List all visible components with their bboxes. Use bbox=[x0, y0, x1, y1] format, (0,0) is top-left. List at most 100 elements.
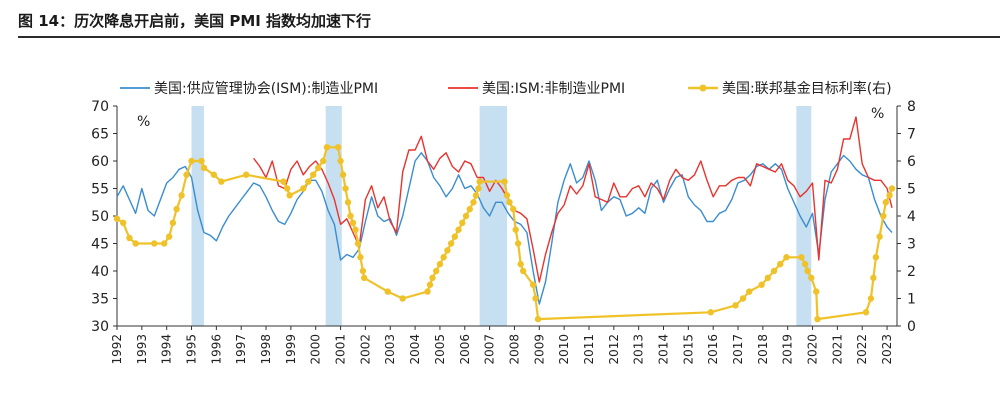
fed-funds-rate-point-89 bbox=[882, 199, 890, 206]
fed-funds-rate-point-22 bbox=[310, 171, 317, 178]
x-tick-label-1992: 1992 bbox=[110, 334, 124, 365]
fed-funds-rate-point-15 bbox=[218, 178, 225, 185]
x-tick-label-1999: 1999 bbox=[284, 334, 298, 365]
right-tick-label-6: 6 bbox=[907, 154, 916, 170]
fed-funds-rate-point-21 bbox=[305, 178, 312, 185]
right-tick-label-8: 8 bbox=[907, 99, 916, 115]
right-tick-label-5: 5 bbox=[907, 182, 916, 198]
x-tick-label-2003: 2003 bbox=[383, 334, 397, 365]
fed-funds-rate-point-38 bbox=[384, 288, 391, 295]
fed-funds-rate-point-48 bbox=[451, 233, 459, 240]
fed-funds-rate-point-70 bbox=[739, 295, 747, 302]
x-tick-label-2018: 2018 bbox=[756, 334, 770, 365]
fed-funds-rate-point-77 bbox=[798, 254, 805, 261]
fed-funds-rate-point-25 bbox=[323, 144, 331, 151]
fed-funds-rate-point-17 bbox=[280, 178, 287, 185]
fed-funds-rate-point-39 bbox=[399, 295, 406, 302]
ism-manufacturing-pmi-line bbox=[116, 152, 893, 305]
x-tick-label-2014: 2014 bbox=[656, 334, 670, 365]
fed-funds-rate-point-33 bbox=[352, 226, 359, 233]
x-tick-label-2020: 2020 bbox=[806, 334, 820, 365]
fed-funds-rate-point-13 bbox=[200, 164, 208, 172]
fed-funds-rate-point-6 bbox=[165, 233, 173, 240]
x-tick-label-2013: 2013 bbox=[632, 334, 646, 365]
x-tick-label-2012: 2012 bbox=[607, 334, 621, 365]
figure-title: 图 14：历次降息开启前，美国 PMI 指数均加速下行 bbox=[18, 12, 372, 30]
fed-funds-rate-point-47 bbox=[447, 240, 455, 247]
fed-funds-rate-point-61 bbox=[512, 226, 519, 233]
x-tick-label-2009: 2009 bbox=[532, 334, 546, 365]
figure-header: 图 14：历次降息开启前，美国 PMI 指数均加速下行 bbox=[0, 0, 1000, 40]
fed-funds-rate-point-24 bbox=[319, 157, 327, 165]
left-tick-label-30: 30 bbox=[91, 319, 109, 335]
x-tick-label-2021: 2021 bbox=[830, 334, 844, 365]
x-tick-label-2006: 2006 bbox=[458, 334, 472, 365]
fed-funds-rate-point-58 bbox=[503, 192, 511, 199]
fed-funds-rate-point-20 bbox=[300, 185, 307, 192]
fed-funds-rate-point-90 bbox=[886, 192, 893, 199]
fed-funds-rate-point-57 bbox=[501, 178, 508, 185]
fed-funds-rate-point-28 bbox=[339, 171, 347, 178]
x-tick-label-2010: 2010 bbox=[557, 334, 571, 365]
fed-funds-rate-point-84 bbox=[867, 295, 875, 302]
left-tick-label-60: 60 bbox=[91, 154, 109, 170]
shaded-period-3 bbox=[796, 106, 812, 326]
x-tick-label-1993: 1993 bbox=[135, 334, 149, 365]
left-tick-label-70: 70 bbox=[91, 99, 109, 115]
fed-funds-rate-point-85 bbox=[870, 274, 877, 282]
fed-funds-rate-point-4 bbox=[151, 240, 158, 247]
x-tick-label-2011: 2011 bbox=[582, 334, 596, 365]
right-axis-unit: % bbox=[871, 106, 884, 122]
fed-funds-rate-point-37 bbox=[360, 274, 368, 282]
right-tick-label-0: 0 bbox=[907, 319, 916, 335]
fed-funds-rate-point-45 bbox=[440, 254, 447, 261]
fed-funds-rate-point-69 bbox=[732, 302, 739, 309]
fed-funds-rate-point-87 bbox=[876, 233, 883, 240]
x-tick-label-1998: 1998 bbox=[259, 334, 273, 365]
fed-funds-rate-point-29 bbox=[342, 185, 349, 192]
fed-funds-rate-point-83 bbox=[862, 309, 870, 316]
fed-funds-rate-point-76 bbox=[783, 254, 790, 261]
fed-funds-rate-point-66 bbox=[532, 295, 539, 302]
right-tick-label-7: 7 bbox=[907, 127, 916, 143]
x-tick-label-2007: 2007 bbox=[483, 334, 497, 365]
fed-funds-rate-point-11 bbox=[188, 157, 195, 165]
shaded-period-2 bbox=[479, 106, 507, 326]
fed-funds-rate-point-10 bbox=[183, 171, 190, 178]
fed-funds-rate-point-91 bbox=[888, 185, 896, 192]
fed-funds-rate-point-32 bbox=[349, 219, 357, 227]
fed-funds-rate-point-35 bbox=[357, 254, 364, 261]
fed-funds-rate-point-55 bbox=[475, 185, 482, 192]
fed-funds-rate-point-36 bbox=[359, 267, 367, 275]
fed-funds-rate-point-53 bbox=[470, 199, 477, 206]
x-tick-label-2015: 2015 bbox=[681, 334, 695, 365]
fed-funds-rate-point-2 bbox=[126, 234, 133, 242]
x-tick-label-1994: 1994 bbox=[160, 334, 174, 365]
x-tick-label-2001: 2001 bbox=[334, 334, 348, 365]
fed-funds-rate-point-68 bbox=[707, 309, 714, 316]
x-tick-label-2023: 2023 bbox=[880, 334, 894, 365]
x-tick-label-2002: 2002 bbox=[358, 334, 372, 365]
fed-funds-rate-point-27 bbox=[337, 157, 344, 165]
fed-funds-rate-point-8 bbox=[173, 205, 180, 213]
fed-funds-rate-point-64 bbox=[519, 267, 527, 275]
fed-funds-rate-point-62 bbox=[514, 240, 522, 247]
fed-funds-rate-point-9 bbox=[178, 192, 185, 199]
fed-funds-rate-point-30 bbox=[344, 199, 352, 206]
fed-funds-rate-point-56 bbox=[476, 178, 483, 185]
x-tick-label-2005: 2005 bbox=[433, 334, 447, 365]
fed-funds-rate-point-80 bbox=[808, 274, 815, 282]
fed-funds-rate-point-82 bbox=[814, 315, 821, 323]
right-tick-label-1: 1 bbox=[907, 292, 916, 308]
fed-funds-rate-point-72 bbox=[758, 281, 765, 288]
fed-funds-rate-point-43 bbox=[433, 267, 440, 275]
fed-funds-rate-point-75 bbox=[777, 260, 784, 268]
fed-funds-rate-point-78 bbox=[801, 260, 809, 268]
left-tick-label-35: 35 bbox=[91, 292, 109, 308]
fed-funds-rate-point-54 bbox=[472, 192, 480, 199]
fed-funds-rate-point-79 bbox=[804, 267, 811, 275]
x-tick-label-1997: 1997 bbox=[234, 334, 248, 365]
fed-funds-rate-point-1 bbox=[120, 219, 127, 227]
x-tick-label-1996: 1996 bbox=[209, 334, 223, 365]
legend-marker-fed-funds-rate bbox=[699, 84, 707, 92]
